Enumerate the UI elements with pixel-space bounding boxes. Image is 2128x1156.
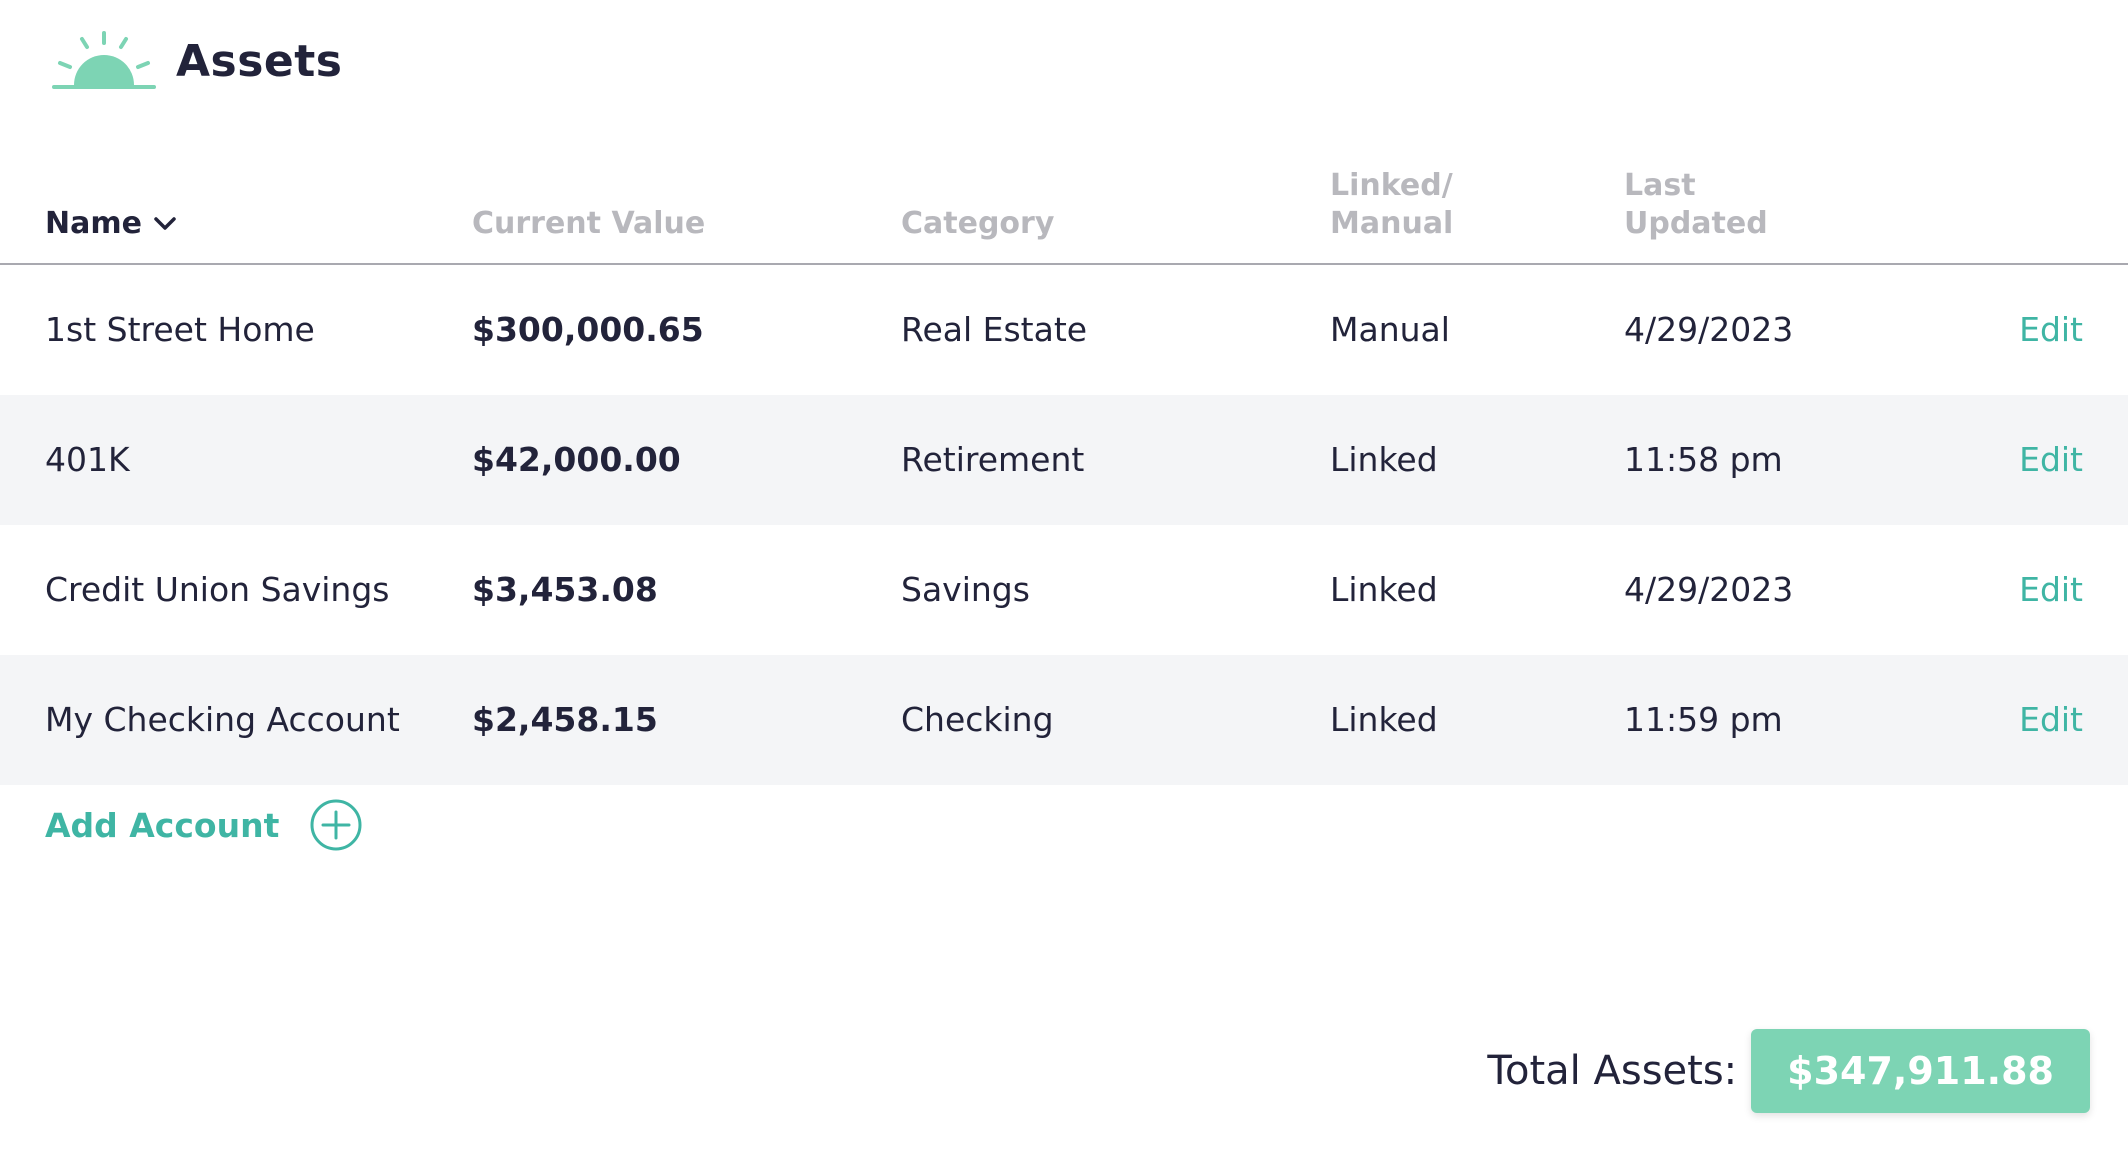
asset-value: $3,453.08 [472,570,658,609]
column-header-linked-manual[interactable]: Linked/ Manual [1330,167,1453,243]
page-header: Assets [52,26,343,96]
asset-value: $300,000.65 [472,310,704,349]
column-header-category-label: Category [901,206,1055,241]
table-row: Credit Union Savings $3,453.08 Savings L… [0,525,2128,655]
asset-last-updated: 11:58 pm [1624,440,1783,479]
total-assets-label: Total Assets: [1487,1048,1738,1094]
asset-category: Real Estate [901,310,1088,349]
asset-value: $42,000.00 [472,440,681,479]
asset-linked-status: Linked [1330,570,1438,609]
asset-name: 1st Street Home [45,310,315,349]
table-row: 1st Street Home $300,000.65 Real Estate … [0,265,2128,395]
total-assets: Total Assets: $347,911.88 [1487,1029,2090,1113]
add-account-label: Add Account [45,805,280,845]
column-header-linked-line1: Linked/ [1330,168,1453,203]
edit-link[interactable]: Edit [2019,440,2083,479]
asset-value: $2,458.15 [472,700,658,739]
edit-link[interactable]: Edit [2019,700,2083,739]
table-row: My Checking Account $2,458.15 Checking L… [0,655,2128,785]
asset-category: Retirement [901,440,1085,479]
assets-table: Name Current Value Category Linked/ Manu… [0,160,2128,785]
add-account-button[interactable]: Add Account [45,795,363,855]
asset-name: 401K [45,440,130,479]
column-header-linked-line2: Manual [1330,206,1454,241]
table-row: 401K $42,000.00 Retirement Linked 11:58 … [0,395,2128,525]
asset-name: My Checking Account [45,700,400,739]
asset-last-updated: 4/29/2023 [1624,570,1794,609]
column-header-current-value[interactable]: Current Value [472,205,705,243]
asset-name: Credit Union Savings [45,570,390,609]
sunrise-icon [52,31,156,89]
asset-last-updated: 11:59 pm [1624,700,1783,739]
table-header: Name Current Value Category Linked/ Manu… [0,160,2128,265]
column-header-category[interactable]: Category [901,205,1054,243]
page-title: Assets [176,35,343,87]
asset-linked-status: Linked [1330,700,1438,739]
total-assets-value: $347,911.88 [1751,1029,2090,1113]
column-header-last-updated[interactable]: Last Updated [1624,167,1768,243]
asset-last-updated: 4/29/2023 [1624,310,1794,349]
column-header-name[interactable]: Name [45,205,176,243]
column-header-updated-line2: Updated [1624,206,1768,241]
column-header-updated-line1: Last [1624,168,1696,203]
edit-link[interactable]: Edit [2019,570,2083,609]
plus-circle-icon[interactable] [309,798,363,852]
chevron-down-icon[interactable] [154,217,176,231]
column-header-name-label: Name [45,206,142,241]
asset-category: Savings [901,570,1030,609]
edit-link[interactable]: Edit [2019,310,2083,349]
asset-linked-status: Linked [1330,440,1438,479]
column-header-current-value-label: Current Value [472,206,706,241]
asset-linked-status: Manual [1330,310,1450,349]
asset-category: Checking [901,700,1054,739]
